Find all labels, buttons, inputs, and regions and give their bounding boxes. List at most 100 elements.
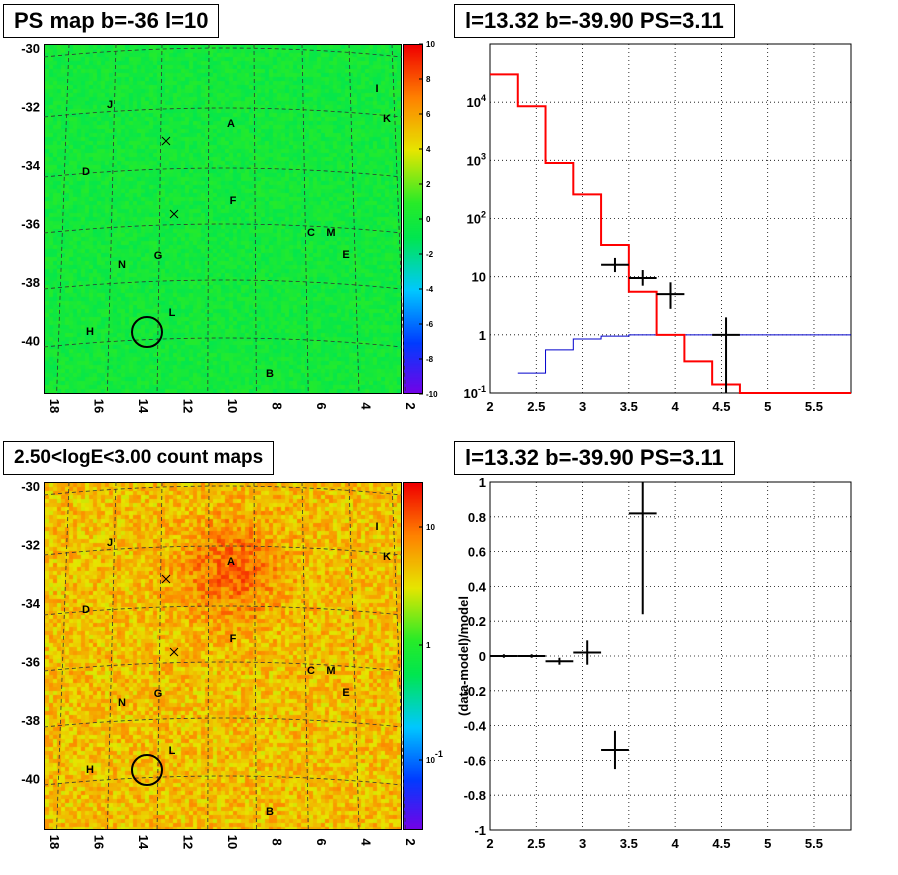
ps-map-grid-lat-line bbox=[43, 223, 403, 234]
spectrum-y-tick-label: 103 bbox=[467, 151, 486, 168]
count-map-grid-lon-line bbox=[253, 481, 257, 831]
residual-y-tick-label: -0.2 bbox=[464, 684, 486, 699]
ps-map-marker-x bbox=[169, 209, 179, 219]
ps-map-source-label-k: K bbox=[383, 113, 391, 125]
ps-map-colorbar-tick-label: -4 bbox=[426, 285, 434, 294]
ps-map-grid-lon-line bbox=[106, 43, 117, 395]
count-map-grid-lat-line bbox=[43, 717, 403, 728]
ps-map-x-tick-label: 16 bbox=[92, 399, 107, 413]
count-map-y-tick-label: -30 bbox=[21, 479, 40, 494]
spectrum-model-component-line bbox=[517, 334, 851, 374]
ps-map-y-tick-label: -36 bbox=[21, 217, 40, 232]
residual-x-tick-label: 5 bbox=[764, 836, 771, 851]
residual-x-tick-label: 5.5 bbox=[805, 836, 823, 851]
count-map-colorbar bbox=[403, 482, 423, 830]
ps-map-colorbar-tick-label: 10 bbox=[426, 40, 435, 49]
count-map-source-label-d: D bbox=[82, 604, 90, 616]
count-map-x-tick-label: 10 bbox=[225, 835, 240, 849]
ps-map-colorbar-tick-label: 2 bbox=[426, 180, 431, 189]
residual-x-tick-label: 3 bbox=[579, 836, 586, 851]
residual-x-tick-label: 2.5 bbox=[527, 836, 545, 851]
spectrum-model-total-line bbox=[490, 73, 851, 394]
spectrum-x-tick-label: 5 bbox=[764, 399, 771, 414]
ps-map-colorbar-tick-label: -8 bbox=[426, 355, 434, 364]
count-map-colorbar-tick-label: 10 bbox=[426, 523, 435, 532]
count-map-x-tick-label: 4 bbox=[359, 838, 374, 846]
count-map-x-tick-label: 6 bbox=[314, 838, 329, 845]
count-map-grid-lat-line bbox=[43, 605, 403, 616]
residual-y-tick-label: -1 bbox=[474, 823, 486, 838]
ps-map-source-label-e: E bbox=[342, 249, 349, 261]
ps-map-source-label-f: F bbox=[230, 195, 237, 207]
residual-y-tick-label: -0.6 bbox=[464, 753, 486, 768]
count-map-source-label-b: B bbox=[266, 806, 274, 818]
ps-map-heatmap bbox=[44, 44, 402, 394]
ps-map-grid-lat-line bbox=[43, 337, 403, 348]
count-map-y-tick-label: -38 bbox=[21, 713, 40, 728]
ps-map-x-tick-label: 10 bbox=[225, 399, 240, 413]
residual-y-tick-label: 0 bbox=[479, 649, 486, 664]
ps-map-grid-lon-line bbox=[207, 43, 210, 395]
ps-map-grid-lat-line bbox=[43, 279, 403, 290]
count-map-grid-lon-line bbox=[301, 481, 309, 831]
ps-map-highlight-circle bbox=[131, 316, 163, 348]
count-map-x-tick-label: 2 bbox=[403, 838, 418, 845]
ps-map-colorbar-tick-label: -2 bbox=[426, 250, 434, 259]
ps-map-grid-lon-line bbox=[156, 43, 163, 395]
map1-title: PS map b=-36 l=10 bbox=[3, 4, 220, 38]
ps-map-colorbar-tick-label: -6 bbox=[426, 320, 434, 329]
ps-map-grid-lat-line bbox=[43, 47, 403, 58]
spectrum-y-tick-label: 102 bbox=[467, 210, 486, 227]
count-map-colorbar-tick-label: 10-1 bbox=[426, 749, 443, 765]
ps-map-grid-lat-line bbox=[43, 107, 403, 118]
ps-map-canvas bbox=[45, 45, 401, 393]
residual-title: l=13.32 b=-39.90 PS=3.11 bbox=[454, 441, 735, 475]
spectrum-y-tick-label: 10 bbox=[472, 270, 486, 285]
ps-map-grid-lon-line bbox=[391, 43, 406, 395]
count-map-grid-lat-line bbox=[43, 775, 403, 786]
count-map-grid-lon-line bbox=[348, 481, 360, 831]
spectrum-x-tick-label: 2 bbox=[486, 399, 493, 414]
count-map-grid-lat-line bbox=[43, 661, 403, 672]
ps-map-y-tick-label: -34 bbox=[21, 158, 41, 173]
ps-map-x-tick-label: 14 bbox=[136, 399, 151, 414]
count-map-source-label-h: H bbox=[86, 764, 94, 776]
count-map-source-label-k: K bbox=[383, 551, 391, 563]
count-map-grid-lon-line bbox=[391, 481, 406, 831]
count-map-source-label-e: E bbox=[342, 687, 349, 699]
spectrum-x-tick-label: 4 bbox=[672, 399, 680, 414]
spectrum-title: l=13.32 b=-39.90 PS=3.11 bbox=[454, 4, 735, 38]
ps-map-source-label-j: J bbox=[107, 99, 113, 111]
spectrum-x-tick-label: 3 bbox=[579, 399, 586, 414]
count-map-highlight-circle bbox=[131, 754, 163, 786]
spectrum-x-tick-label: 4.5 bbox=[712, 399, 730, 414]
count-map-y-tick-label: -32 bbox=[21, 538, 40, 553]
count-map-grid-lon-line bbox=[56, 481, 70, 831]
ps-map-grid-lon-line bbox=[348, 43, 360, 395]
ps-map-source-label-l: L bbox=[169, 307, 176, 319]
ps-map-colorbar-tick-label: 4 bbox=[426, 145, 431, 154]
residual-y-tick-label: 0.6 bbox=[468, 545, 486, 560]
ps-map-grid-lon-line bbox=[301, 43, 309, 395]
spectrum-y-tick-label: 1 bbox=[479, 328, 486, 343]
map2-title: 2.50<logE<3.00 count maps bbox=[3, 441, 275, 475]
count-map-x-tick-label: 14 bbox=[136, 835, 151, 850]
residual-x-tick-label: 4.5 bbox=[712, 836, 730, 851]
ps-map-colorbar-tick-label: 6 bbox=[426, 110, 431, 119]
residual-y-tick-label: 0.2 bbox=[468, 614, 486, 629]
count-map-y-tick-label: -40 bbox=[21, 772, 40, 787]
ps-map-source-label-h: H bbox=[86, 326, 94, 338]
ps-map-y-tick-label: -32 bbox=[21, 100, 40, 115]
count-map-grid-lat-line bbox=[43, 485, 403, 496]
count-map-source-label-n: N bbox=[118, 697, 126, 709]
ps-map-x-tick-label: 6 bbox=[314, 402, 329, 409]
count-map-marker-x bbox=[161, 574, 171, 584]
count-map-grid-lon-line bbox=[207, 481, 210, 831]
count-map-x-tick-label: 12 bbox=[181, 835, 196, 849]
residual-y-tick-label: -0.4 bbox=[464, 719, 487, 734]
ps-map-source-label-b: B bbox=[266, 368, 274, 380]
ps-map-source-label-c: C bbox=[307, 227, 315, 239]
count-map-heatmap bbox=[44, 482, 402, 830]
count-map-grid-lon-line bbox=[156, 481, 163, 831]
